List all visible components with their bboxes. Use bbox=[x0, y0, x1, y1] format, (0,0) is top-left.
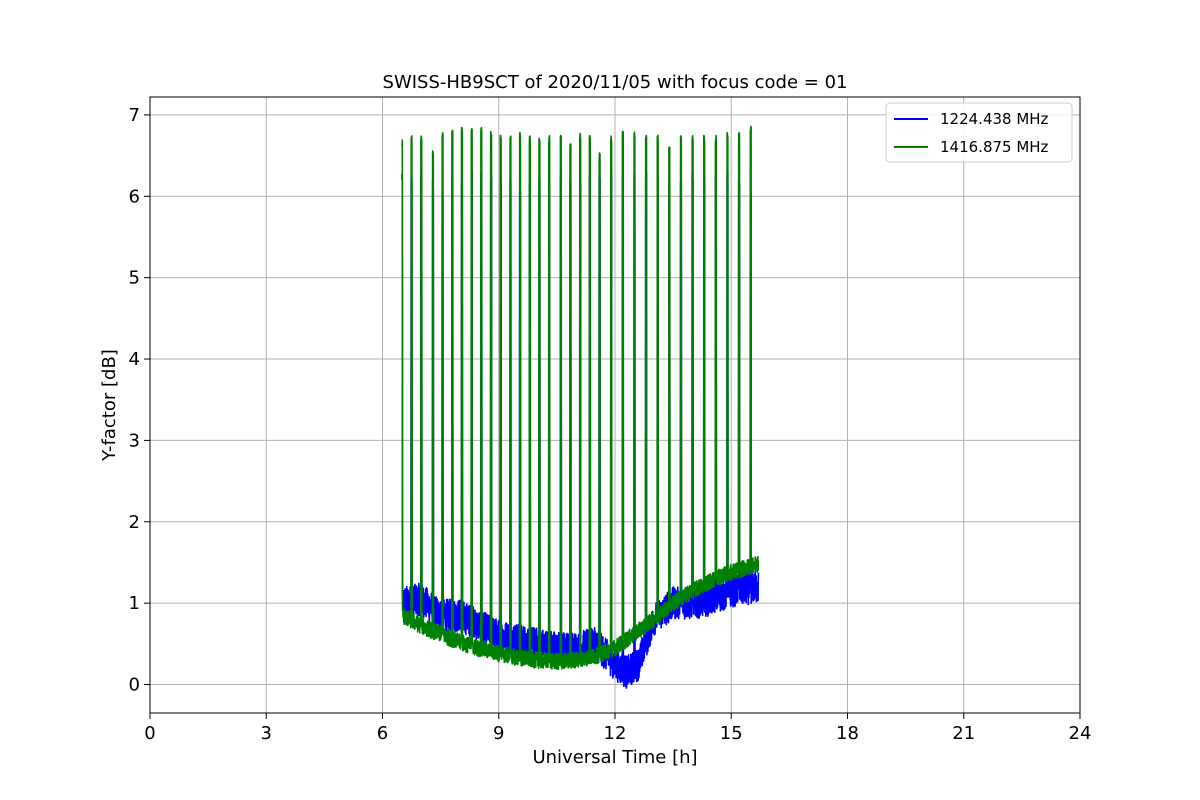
x-tick-label: 9 bbox=[493, 723, 504, 744]
y-tick-label: 4 bbox=[129, 349, 140, 370]
x-tick-label: 18 bbox=[836, 723, 859, 744]
x-tick-label: 21 bbox=[952, 723, 975, 744]
legend-label-1224: 1224.438 MHz bbox=[940, 110, 1049, 128]
series-line-1416-mhz bbox=[401, 125, 760, 671]
x-axis-label: Universal Time [h] bbox=[532, 747, 697, 768]
chart-title: SWISS-HB9SCT of 2020/11/05 with focus co… bbox=[383, 72, 848, 93]
legend-box bbox=[885, 102, 1073, 163]
y-axis: 0 1 2 3 4 5 6 7 bbox=[129, 105, 150, 696]
y-tick-label: 7 bbox=[129, 105, 140, 126]
y-tick-label: 1 bbox=[129, 593, 140, 614]
y-tick-label: 5 bbox=[129, 268, 140, 289]
x-tick-label: 0 bbox=[144, 723, 155, 744]
legend: 1224.438 MHz 1416.875 MHz bbox=[885, 102, 1073, 163]
x-tick-label: 3 bbox=[261, 723, 272, 744]
plot-area bbox=[401, 125, 760, 689]
legend-label-1416: 1416.875 MHz bbox=[940, 138, 1049, 156]
x-tick-label: 15 bbox=[720, 723, 743, 744]
x-tick-label: 6 bbox=[377, 723, 388, 744]
y-tick-label: 0 bbox=[129, 675, 140, 696]
y-tick-label: 2 bbox=[129, 512, 140, 533]
y-tick-label: 6 bbox=[129, 186, 140, 207]
x-tick-label: 12 bbox=[604, 723, 627, 744]
y-axis-label: Y-factor [dB] bbox=[99, 349, 120, 462]
x-axis: 0 3 6 9 12 15 18 21 24 bbox=[144, 713, 1091, 744]
y-tick-label: 3 bbox=[129, 430, 140, 451]
x-tick-label: 24 bbox=[1069, 723, 1092, 744]
